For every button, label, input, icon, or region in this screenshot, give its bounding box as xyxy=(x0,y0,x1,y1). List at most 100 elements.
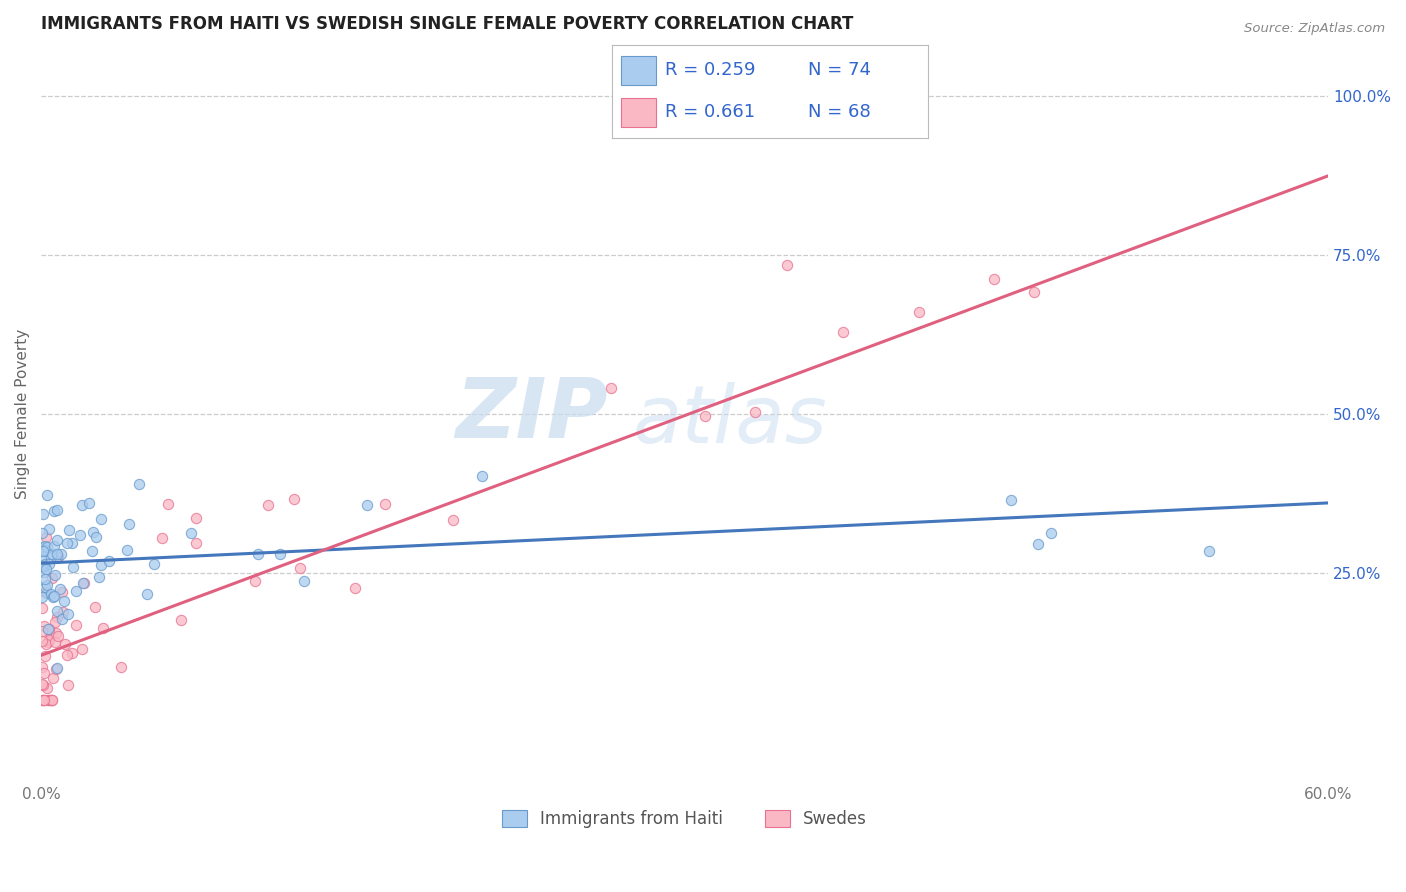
Point xyxy=(60,536,83,550)
Point xyxy=(34,580,56,594)
Point xyxy=(83,600,105,615)
Point xyxy=(93,621,115,635)
Point xyxy=(156,498,179,512)
Point xyxy=(37,586,59,600)
Point xyxy=(292,574,315,589)
Point xyxy=(41,693,63,707)
Point xyxy=(143,557,166,571)
Point xyxy=(832,325,855,339)
Point xyxy=(58,677,80,691)
Point xyxy=(184,511,207,525)
Point xyxy=(135,587,157,601)
Point xyxy=(32,543,55,558)
Point xyxy=(62,559,84,574)
Point xyxy=(744,405,766,419)
Point xyxy=(73,575,96,590)
Point xyxy=(38,558,60,572)
Point xyxy=(115,543,138,558)
Point xyxy=(128,476,150,491)
Point xyxy=(30,540,52,554)
Point xyxy=(42,539,65,553)
Point xyxy=(41,547,63,561)
Point xyxy=(38,693,60,707)
Point xyxy=(290,560,312,574)
Point xyxy=(45,604,67,618)
Point xyxy=(45,662,67,676)
Text: atlas: atlas xyxy=(633,383,828,460)
Point xyxy=(983,272,1005,286)
Point xyxy=(37,578,59,592)
Point xyxy=(32,553,55,567)
Point xyxy=(374,497,396,511)
Point xyxy=(1028,537,1050,551)
Point xyxy=(31,634,53,648)
Point xyxy=(38,622,60,636)
Point xyxy=(31,590,53,604)
Point xyxy=(39,586,62,600)
Point xyxy=(48,582,70,596)
Point xyxy=(55,648,77,662)
Point xyxy=(42,504,65,518)
Point xyxy=(60,646,83,660)
Point xyxy=(35,562,58,576)
Point xyxy=(35,540,58,554)
Point xyxy=(90,512,112,526)
Point xyxy=(31,558,53,573)
Text: N = 68: N = 68 xyxy=(808,103,870,121)
Point xyxy=(56,607,79,621)
Point xyxy=(1000,492,1022,507)
Point xyxy=(32,618,55,632)
Point xyxy=(31,693,53,707)
Point xyxy=(34,539,56,553)
Point xyxy=(1022,285,1045,299)
Point xyxy=(32,665,55,680)
Point xyxy=(84,530,107,544)
Point xyxy=(31,507,53,521)
Text: Source: ZipAtlas.com: Source: ZipAtlas.com xyxy=(1244,22,1385,36)
Point xyxy=(186,536,208,550)
Point xyxy=(34,572,56,586)
Point xyxy=(32,565,55,579)
Point xyxy=(775,258,797,272)
Point xyxy=(908,305,931,319)
Point xyxy=(39,628,62,642)
Point xyxy=(65,583,87,598)
Point xyxy=(38,633,60,648)
Point xyxy=(34,557,56,571)
Point xyxy=(46,550,69,565)
Point xyxy=(39,693,62,707)
Y-axis label: Single Female Poverty: Single Female Poverty xyxy=(15,329,30,500)
Point xyxy=(55,535,77,549)
Point xyxy=(34,648,56,663)
Point xyxy=(599,381,621,395)
Point xyxy=(118,517,141,532)
Point xyxy=(72,498,94,512)
Point xyxy=(243,574,266,588)
Legend: Immigrants from Haiti, Swedes: Immigrants from Haiti, Swedes xyxy=(494,802,876,837)
Point xyxy=(46,661,69,675)
Point xyxy=(32,544,55,558)
Point xyxy=(31,677,53,691)
Point xyxy=(31,558,53,573)
FancyBboxPatch shape xyxy=(621,56,655,85)
Point xyxy=(82,525,104,540)
Point xyxy=(441,513,464,527)
Point xyxy=(42,671,65,685)
FancyBboxPatch shape xyxy=(621,98,655,127)
Point xyxy=(87,570,110,584)
Point xyxy=(269,547,291,561)
Point xyxy=(471,468,494,483)
Point xyxy=(45,626,67,640)
Point xyxy=(46,629,69,643)
Point xyxy=(46,533,69,547)
Point xyxy=(45,549,67,564)
Text: IMMIGRANTS FROM HAITI VS SWEDISH SINGLE FEMALE POVERTY CORRELATION CHART: IMMIGRANTS FROM HAITI VS SWEDISH SINGLE … xyxy=(41,15,853,33)
Point xyxy=(53,637,76,651)
Text: ZIP: ZIP xyxy=(454,374,607,455)
Point xyxy=(46,610,69,624)
Text: N = 74: N = 74 xyxy=(808,61,870,78)
Text: R = 0.259: R = 0.259 xyxy=(665,61,756,78)
Point xyxy=(41,693,63,707)
Point xyxy=(34,542,56,557)
Point xyxy=(82,544,104,558)
